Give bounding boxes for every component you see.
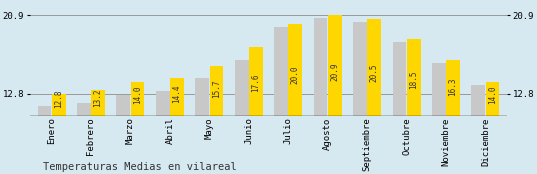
Bar	[288, 24, 302, 116]
Text: 20.0: 20.0	[291, 65, 300, 84]
Text: 14.0: 14.0	[488, 86, 497, 104]
Bar	[52, 94, 66, 116]
Bar	[432, 63, 446, 116]
Bar	[195, 78, 209, 116]
Text: 13.2: 13.2	[93, 88, 103, 107]
Bar	[117, 95, 130, 116]
Bar	[353, 22, 367, 116]
Bar	[130, 82, 144, 116]
Bar	[209, 66, 223, 116]
Bar	[235, 60, 249, 116]
Text: 20.5: 20.5	[369, 64, 379, 82]
Bar	[91, 90, 105, 116]
Bar	[407, 39, 420, 116]
Bar	[471, 85, 485, 116]
Text: 14.4: 14.4	[172, 84, 182, 103]
Text: 20.9: 20.9	[330, 62, 339, 81]
Text: 12.8: 12.8	[54, 90, 63, 108]
Bar	[367, 19, 381, 116]
Bar	[328, 15, 342, 116]
Bar	[446, 60, 460, 116]
Bar	[249, 47, 263, 116]
Bar	[485, 82, 499, 116]
Text: 15.7: 15.7	[212, 80, 221, 98]
Bar	[77, 102, 91, 116]
Bar	[170, 78, 184, 116]
Text: 18.5: 18.5	[409, 70, 418, 89]
Bar	[274, 27, 288, 116]
Bar	[314, 18, 328, 116]
Text: Temperaturas Medias en vilareal: Temperaturas Medias en vilareal	[43, 162, 237, 172]
Bar	[393, 42, 407, 116]
Bar	[38, 106, 52, 116]
Text: 14.0: 14.0	[133, 86, 142, 104]
Text: 16.3: 16.3	[448, 78, 458, 96]
Bar	[156, 91, 170, 116]
Text: 17.6: 17.6	[251, 74, 260, 92]
